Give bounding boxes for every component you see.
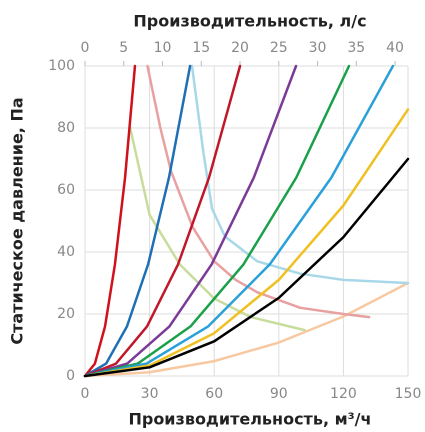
x2-tick-label: 25 [270,40,288,56]
x-tick-label: 0 [81,386,90,402]
y-tick-label: 60 [57,182,75,198]
x2-tick-label: 20 [231,40,249,56]
series-line [83,64,395,378]
y-tick-label: 40 [57,244,75,260]
series-line [83,157,410,378]
x2-tick-label: 5 [119,40,128,56]
y-tick-label: 100 [48,58,75,74]
series-line [83,281,410,378]
x-tick-label: 90 [270,386,288,402]
series-line [83,108,410,378]
series-line [83,64,137,378]
x2-tick-label: 0 [81,40,90,56]
x2-tick-label: 35 [347,40,365,56]
x-axis-label: Производительность, м³/ч [128,410,371,429]
series-line [190,64,410,285]
series-line [146,64,371,319]
x2-tick-label: 30 [309,40,327,56]
x2-tick-label: 10 [154,40,172,56]
series-line [83,64,192,378]
series-line [128,126,306,332]
x-tick-label: 30 [141,386,159,402]
y-tick-label: 80 [57,120,75,136]
x2-axis-label: Производительность, л/с [133,12,366,31]
series-line [83,64,351,378]
series-line [83,64,242,378]
x2-tick-label: 15 [192,40,210,56]
x-tick-label: 60 [205,386,223,402]
y-axis-label: Статическое давление, Па [8,97,27,344]
y-tick-label: 20 [57,306,75,322]
x-tick-label: 120 [330,386,357,402]
x-tick-label: 150 [395,386,422,402]
x2-tick-label: 40 [386,40,404,56]
y-tick-label: 0 [66,368,75,384]
series-line [83,64,298,378]
